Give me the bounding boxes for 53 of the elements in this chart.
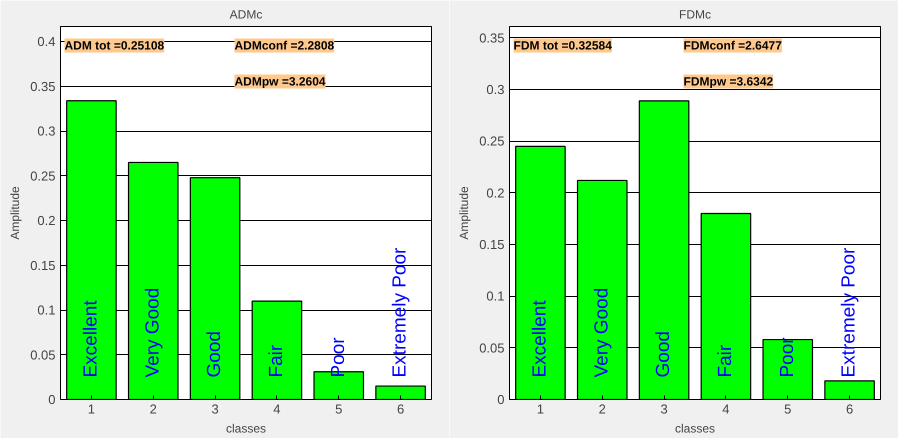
y-tick-label: 0.05: [30, 347, 56, 362]
annotation: ADMpw =3.2604: [234, 74, 326, 88]
chart-title: ADMc: [230, 8, 262, 22]
annotation: ADM tot =0.25108: [64, 38, 165, 52]
y-axis-title: Amplitude: [8, 186, 22, 240]
annotation: Good: [653, 331, 674, 378]
y-tick-label: 0.1: [486, 288, 505, 304]
y-tick-label: 0.35: [30, 78, 56, 94]
x-tick-label: 3: [211, 402, 219, 416]
x-tick-label: 6: [846, 402, 854, 416]
annotation: Good: [204, 331, 226, 378]
annotation: ADMconf =2.2808: [234, 38, 335, 52]
y-tick-label: 0.4: [37, 34, 56, 50]
y-tick-label: 0.2: [486, 185, 505, 200]
x-tick-label: 6: [396, 402, 404, 416]
annotation: FDM tot =0.32584: [514, 38, 612, 52]
y-tick-label: 0.3: [486, 82, 505, 98]
x-tick-label: 5: [335, 402, 342, 416]
x-tick-label: 2: [150, 402, 157, 416]
annotation: Poor: [776, 336, 798, 378]
annotation: Excellent: [529, 300, 550, 378]
y-tick-label: 0.05: [479, 340, 505, 356]
annotation: FDMpw =3.6342: [684, 74, 774, 88]
y-tick-label: 0.1: [37, 302, 56, 318]
y-axis-title: Amplitude: [457, 186, 472, 240]
x-tick-label: 4: [273, 402, 281, 416]
y-tick-label: 0.3: [37, 124, 56, 139]
x-tick-label: 1: [536, 402, 544, 416]
x-axis-title: classes: [226, 422, 266, 436]
annotation: Fair: [266, 344, 287, 378]
annotation: Extremely Poor: [390, 246, 411, 378]
x-tick-label: 1: [88, 402, 96, 416]
y-tick-label: 0.35: [479, 30, 505, 46]
y-tick-label: 0.15: [30, 258, 56, 273]
y-tick-label: 0.2: [37, 213, 56, 228]
chart-title: FDMc: [679, 8, 712, 22]
annotation: Fair: [714, 344, 736, 378]
annotation: Excellent: [80, 300, 102, 378]
x-tick-label: 2: [598, 402, 606, 416]
x-tick-label: 4: [722, 402, 730, 416]
annotation: Poor: [328, 336, 349, 378]
y-tick-label: 0.25: [30, 168, 56, 184]
annotation: FDMconf =2.6477: [684, 38, 782, 52]
y-tick-label: 0: [48, 392, 56, 407]
y-tick-label: 0: [497, 392, 505, 407]
y-tick-label: 0.15: [479, 237, 505, 252]
annotation: Extremely Poor: [838, 246, 860, 378]
y-tick-label: 0.25: [479, 134, 505, 149]
annotation: Very Good: [142, 288, 164, 378]
x-tick-label: 3: [660, 402, 668, 416]
x-tick-label: 5: [784, 402, 792, 416]
x-axis-title: classes: [674, 422, 716, 436]
annotation: Very Good: [591, 288, 612, 378]
